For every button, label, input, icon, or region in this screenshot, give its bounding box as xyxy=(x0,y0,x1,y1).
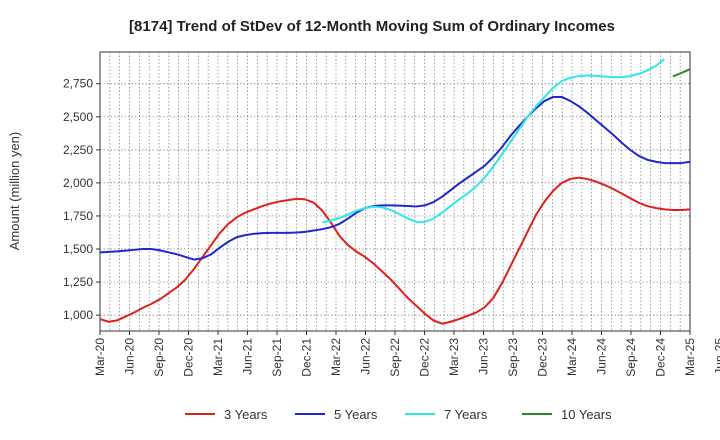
x-tick-label: Dec-23 xyxy=(536,338,550,377)
legend-label: 7 Years xyxy=(444,407,488,422)
x-tick-label: Mar-20 xyxy=(93,338,107,376)
y-tick-label: 1,750 xyxy=(63,209,93,223)
series-line-10-years xyxy=(672,68,691,78)
x-tick-label: Sep-22 xyxy=(388,338,402,377)
chart-title: [8174] Trend of StDev of 12-Month Moving… xyxy=(129,18,615,35)
y-tick-label: 2,250 xyxy=(63,143,93,157)
x-tick-label: Dec-22 xyxy=(418,338,432,377)
series-line-5-years xyxy=(99,95,691,261)
y-axis-label: Amount (million yen) xyxy=(7,132,22,251)
y-tick-label: 2,000 xyxy=(63,176,93,190)
x-tick-label: Sep-23 xyxy=(506,338,520,377)
x-tick-label: Dec-20 xyxy=(182,338,196,377)
y-tick-label: 2,750 xyxy=(63,77,93,91)
x-tick-label: Jun-23 xyxy=(477,338,491,375)
x-tick-label: Jun-20 xyxy=(123,338,137,375)
x-tick-label: Sep-21 xyxy=(270,338,284,377)
legend: 3 Years 5 Years 7 Years 10 Years xyxy=(185,407,612,422)
y-tick-label: 1,250 xyxy=(63,275,93,289)
y-tick-label: 1,000 xyxy=(63,308,93,322)
y-tick-label: 1,500 xyxy=(63,242,93,256)
legend-label: 3 Years xyxy=(224,407,268,422)
x-tick-label: Jun-25 xyxy=(713,338,720,375)
y-tick-label: 2,500 xyxy=(63,110,93,124)
series-line-3-years xyxy=(99,176,691,325)
x-tick-label: Jun-21 xyxy=(241,338,255,375)
x-tick-label: Mar-25 xyxy=(683,338,697,376)
x-tick-label: Mar-22 xyxy=(329,338,343,376)
series-lines xyxy=(99,58,691,325)
x-tick-label: Sep-24 xyxy=(624,338,638,377)
legend-label: 10 Years xyxy=(561,407,612,422)
x-tick-label: Dec-24 xyxy=(654,338,668,377)
plot-area xyxy=(99,51,691,332)
legend-label: 5 Years xyxy=(334,407,378,422)
x-tick-label: Dec-21 xyxy=(300,338,314,377)
series-line-7-years xyxy=(322,58,665,224)
x-tick-label: Jun-22 xyxy=(359,338,373,375)
grid-lines xyxy=(100,52,690,331)
x-tick-label: Jun-24 xyxy=(595,338,609,375)
x-tick-label: Mar-21 xyxy=(211,338,225,376)
x-tick-label: Mar-24 xyxy=(565,338,579,376)
x-tick-label: Mar-23 xyxy=(447,338,461,376)
y-axis-ticks: 1,000 1,250 1,500 1,750 2,000 2,250 2,500 2,750 xyxy=(63,77,100,322)
x-axis-ticks: Mar-20 Jun-20 Sep-20 Dec-20 Mar-21 Jun-21 Sep-… xyxy=(93,331,720,377)
x-tick-label: Sep-20 xyxy=(152,338,166,377)
